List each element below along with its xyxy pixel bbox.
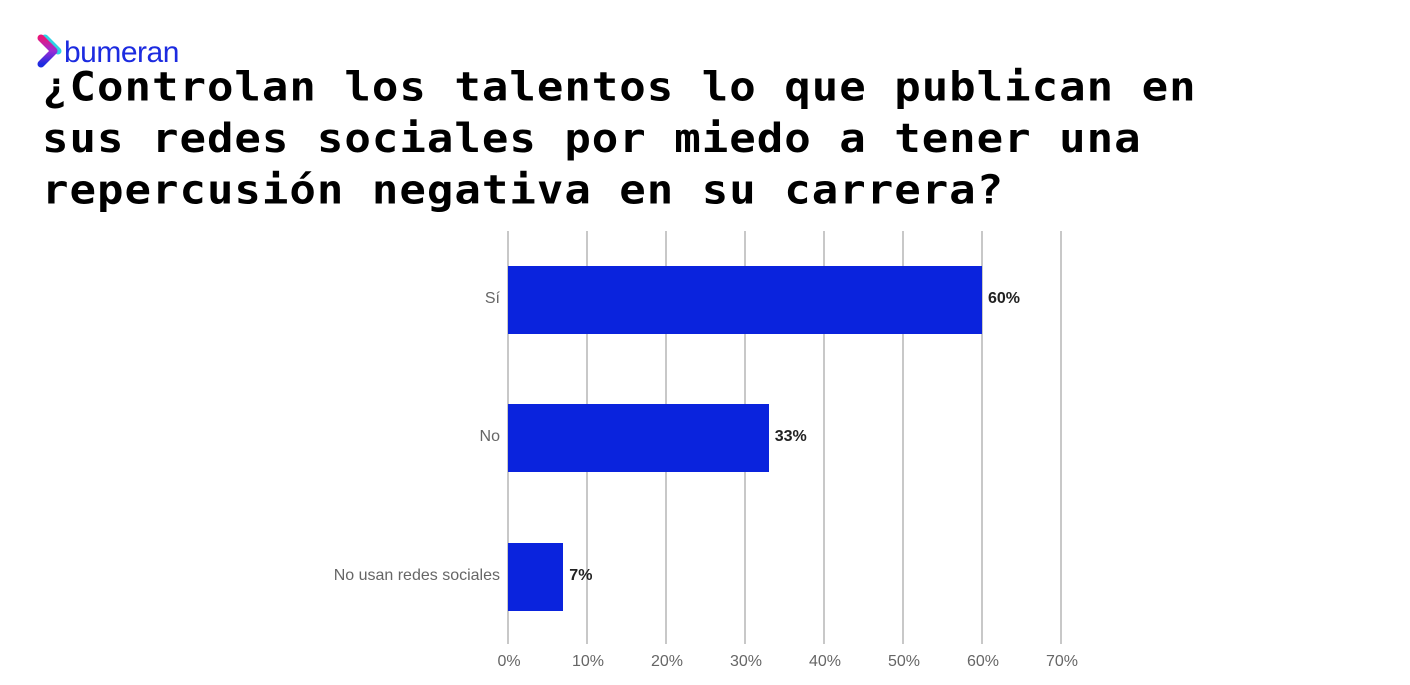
category-label: Sí: [484, 290, 500, 307]
gridline: [823, 231, 825, 644]
x-axis-tick-label: 40%: [808, 653, 842, 670]
category-label: No usan redes sociales: [333, 567, 500, 584]
bumeran-chevron-icon: [37, 34, 62, 68]
x-axis-tick-label: 60%: [966, 653, 1000, 670]
bar-1: [508, 404, 769, 472]
x-axis-tick-label: 50%: [887, 653, 921, 670]
bar-0: [508, 266, 982, 334]
x-axis-tick-label: 10%: [571, 653, 605, 670]
page-title: ¿Controlan los talentos lo que publican …: [42, 63, 1197, 214]
gridline: [1060, 231, 1062, 644]
value-label: 33%: [774, 428, 807, 445]
x-axis-tick-label: 30%: [729, 653, 763, 670]
category-label: No: [479, 428, 500, 445]
x-axis-tick-label: 20%: [650, 653, 684, 670]
gridline: [902, 231, 904, 644]
bar-2: [508, 543, 564, 611]
brand-name: bumeran: [64, 36, 179, 69]
gridline: [981, 231, 983, 644]
x-axis-tick-label: 70%: [1045, 653, 1079, 670]
bumeran-logo: bumeran: [36, 32, 179, 68]
x-axis-tick-label: 0%: [497, 653, 521, 670]
value-label: 60%: [988, 290, 1021, 307]
value-label: 7%: [569, 567, 593, 584]
